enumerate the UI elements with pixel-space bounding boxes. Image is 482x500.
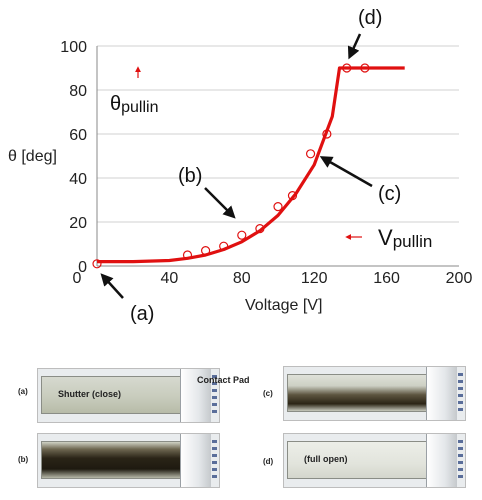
pad-dots-d <box>458 440 463 480</box>
x-tick-label: 200 <box>446 270 473 287</box>
contact-pad-b <box>180 434 211 487</box>
arrow-b <box>204 187 236 219</box>
data-point <box>342 63 352 73</box>
shutter-b <box>41 441 184 479</box>
y-tick-label: 0 <box>78 259 87 276</box>
y-tick-label: 60 <box>69 127 87 144</box>
tick-labels: 0 20 40 60 80 100 0 40 80 120 160 200 <box>60 39 472 287</box>
gridlines <box>96 45 459 267</box>
y-tick-label: 80 <box>69 83 87 100</box>
data-point <box>201 246 211 256</box>
v-pullin-label: Vpullin <box>378 225 432 251</box>
pullin-chart: 0 20 40 60 80 100 0 40 80 120 160 200 θ [deg] Volta… <box>8 7 472 325</box>
y-tick-label: 100 <box>60 39 87 56</box>
photo-c-label: (c) <box>263 389 273 398</box>
data-point <box>305 149 316 159</box>
photo-d-label: (d) <box>263 457 274 466</box>
series-line <box>97 66 405 264</box>
arrow-c <box>319 156 373 188</box>
x-tick-label: 160 <box>373 270 400 287</box>
arrow-d <box>347 33 362 60</box>
contact-pad-c <box>426 367 457 420</box>
contact-pad-a <box>180 369 211 422</box>
photo-b-label: (b) <box>18 455 29 464</box>
pad-dots-c <box>458 373 463 413</box>
data-point <box>255 224 265 234</box>
photo-d-caption: (full open) <box>304 454 348 464</box>
y-tick-label: 40 <box>69 171 87 188</box>
x-tick-label: 0 <box>73 270 82 287</box>
photo-a-caption: Shutter (close) <box>58 389 122 399</box>
pad-dots-a <box>212 375 217 415</box>
shutter-c <box>287 374 430 412</box>
theta-pullin-label: θpullin <box>110 93 158 116</box>
shutter-open <box>287 441 430 479</box>
y-axis-label: θ [deg] <box>8 148 57 165</box>
data-point <box>219 241 229 251</box>
data-point <box>92 259 102 269</box>
arrow-a <box>100 273 124 299</box>
photo-b <box>37 433 220 488</box>
x-axis-label: Voltage [V] <box>245 297 322 314</box>
y-tick-label: 20 <box>69 215 87 232</box>
data-point <box>237 230 247 240</box>
label-c: (c) <box>378 183 401 205</box>
x-tick-label: 120 <box>301 270 328 287</box>
photo-c <box>283 366 466 421</box>
x-tick-label: 40 <box>161 270 179 287</box>
pad-dots-b <box>212 440 217 480</box>
label-b: (b) <box>178 165 202 187</box>
contact-pad-label: Contact Pad <box>197 375 250 385</box>
data-point <box>287 191 298 201</box>
photo-a: Shutter (close) <box>37 368 220 423</box>
x-tick-label: 80 <box>233 270 251 287</box>
plot-area <box>92 63 405 269</box>
photo-a-label: (a) <box>18 387 28 396</box>
data-point <box>273 202 283 212</box>
shutter-closed <box>41 376 184 414</box>
label-a: (a) <box>130 303 154 325</box>
data-point <box>322 129 332 139</box>
contact-pad-d <box>426 434 457 487</box>
data-point <box>182 250 193 260</box>
label-d: (d) <box>358 7 382 29</box>
photo-d: (full open) <box>283 433 466 488</box>
data-point <box>360 63 370 73</box>
